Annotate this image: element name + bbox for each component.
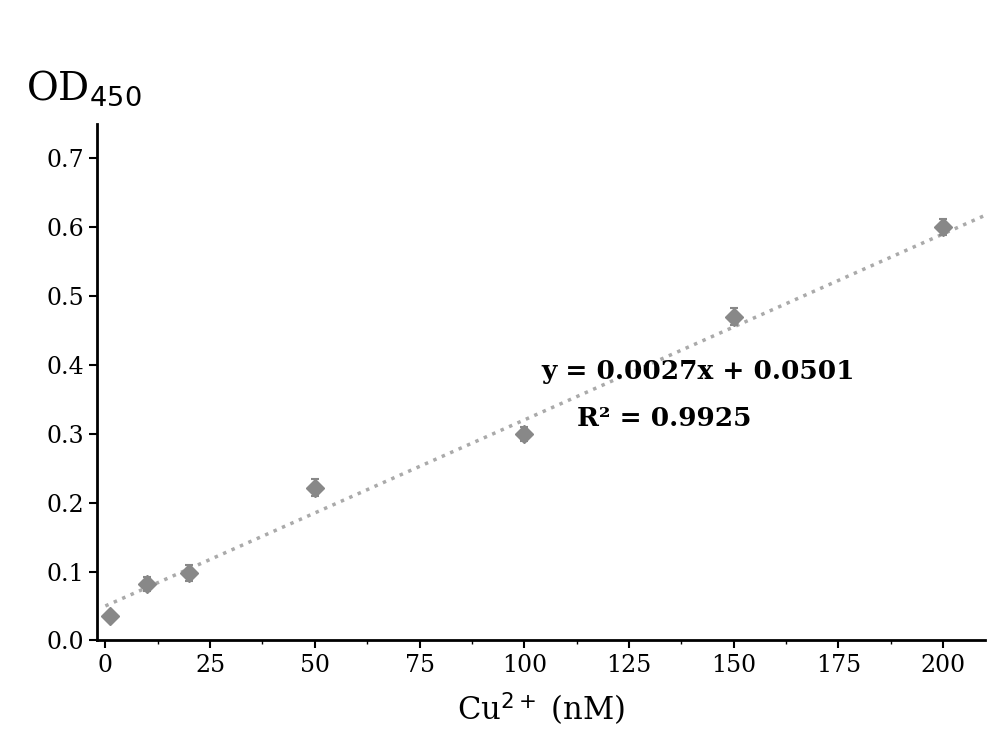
X-axis label: Cu$^{2+}$ (nM): Cu$^{2+}$ (nM) xyxy=(457,690,625,728)
Text: R² = 0.9925: R² = 0.9925 xyxy=(577,406,751,431)
Text: y = 0.0027x + 0.0501: y = 0.0027x + 0.0501 xyxy=(541,360,854,384)
Text: OD$_{450}$: OD$_{450}$ xyxy=(26,68,141,108)
